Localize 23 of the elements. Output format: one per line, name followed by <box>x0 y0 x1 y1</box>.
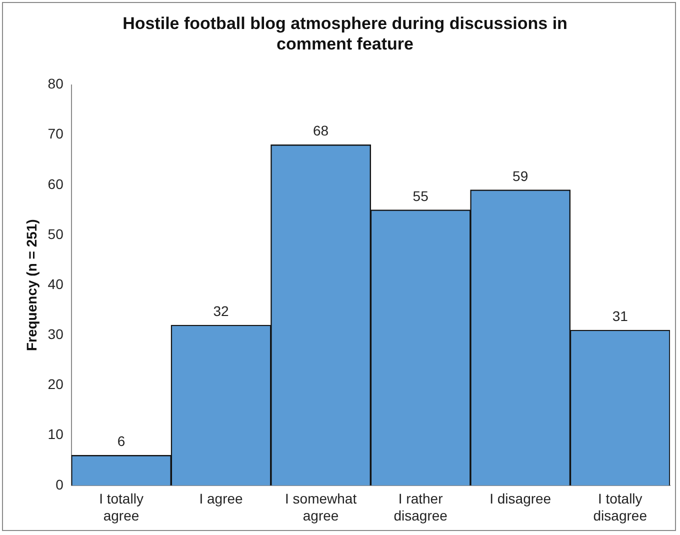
data-label: 59 <box>512 168 528 184</box>
y-tick-label: 80 <box>48 76 64 92</box>
y-tick-label: 60 <box>48 176 64 192</box>
x-tick-label: I somewhat agree <box>285 490 357 524</box>
y-tick-label: 30 <box>48 326 64 342</box>
x-tick-label: I rather disagree <box>394 490 448 524</box>
y-tick-label: 40 <box>48 276 64 292</box>
data-label: 6 <box>117 433 126 450</box>
x-tick-label: I agree <box>199 490 244 507</box>
data-label: 55 <box>412 188 429 204</box>
y-tick-label: 20 <box>48 376 64 392</box>
y-tick-label: 10 <box>48 426 64 442</box>
chart-title: Hostile football blog atmosphere during discussions in comment feature <box>122 14 568 54</box>
data-label: 68 <box>313 122 329 139</box>
x-tick-label: I totally agree <box>99 490 144 524</box>
x-tick-label: I disagree <box>490 490 552 507</box>
data-label: 31 <box>612 308 628 324</box>
y-tick-label: 70 <box>48 126 64 142</box>
y-tick-label: 50 <box>48 226 64 242</box>
y-axis-title: Frequency (n = 251) <box>23 219 40 352</box>
data-label: 32 <box>213 303 230 320</box>
y-tick-label: 0 <box>56 476 64 492</box>
x-tick-label: I totally disagree <box>593 490 648 524</box>
